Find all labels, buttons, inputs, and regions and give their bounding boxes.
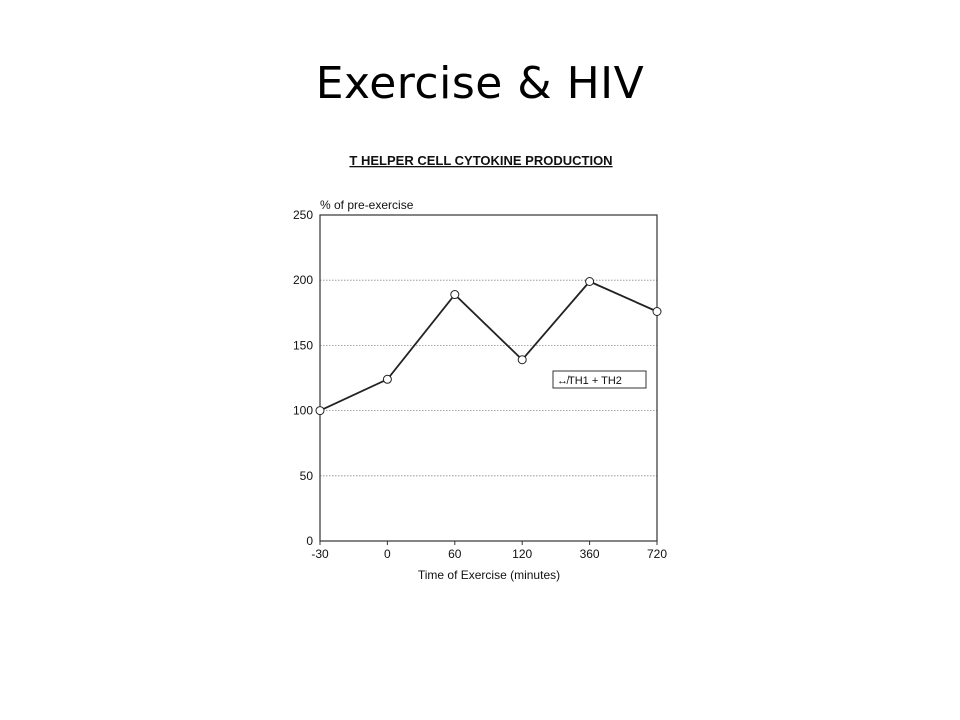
series-line-0 bbox=[319, 280, 658, 412]
y-tick-label: 250 bbox=[293, 208, 313, 222]
data-point-marker bbox=[517, 355, 527, 365]
data-point-marker bbox=[652, 306, 662, 316]
legend-box bbox=[552, 370, 647, 389]
y-tick-label: 50 bbox=[300, 469, 314, 483]
chart-title: T HELPER CELL CYTOKINE PRODUCTION bbox=[349, 153, 612, 168]
y-tick-label: 150 bbox=[293, 338, 313, 352]
gridlines bbox=[320, 279, 657, 477]
x-tick-label: 120 bbox=[512, 547, 532, 561]
x-tick-label: -30 bbox=[311, 547, 329, 561]
x-tick-label: 360 bbox=[580, 547, 600, 561]
y-tick-label: 100 bbox=[293, 404, 313, 418]
x-tick-label: 0 bbox=[384, 547, 391, 561]
series-layer bbox=[315, 277, 662, 416]
plot-frame bbox=[319, 214, 658, 542]
y-tick-label: 200 bbox=[293, 273, 313, 287]
data-point-marker bbox=[382, 374, 392, 384]
y-axis-label: % of pre-exercise bbox=[320, 198, 414, 212]
data-point-marker bbox=[315, 406, 325, 416]
slide-title: Exercise & HIV bbox=[315, 58, 645, 109]
y-tick-label: 0 bbox=[306, 534, 313, 548]
legend-label-th1-th2: ↮TH1 + TH2 bbox=[557, 375, 622, 387]
x-axis-label: Time of Exercise (minutes) bbox=[418, 568, 560, 582]
data-point-marker bbox=[450, 290, 460, 300]
x-tick-label: 60 bbox=[448, 547, 462, 561]
legend: ↮TH1 + TH2 bbox=[552, 370, 647, 389]
x-tick-label: 720 bbox=[647, 547, 667, 561]
data-point-marker bbox=[585, 277, 595, 287]
